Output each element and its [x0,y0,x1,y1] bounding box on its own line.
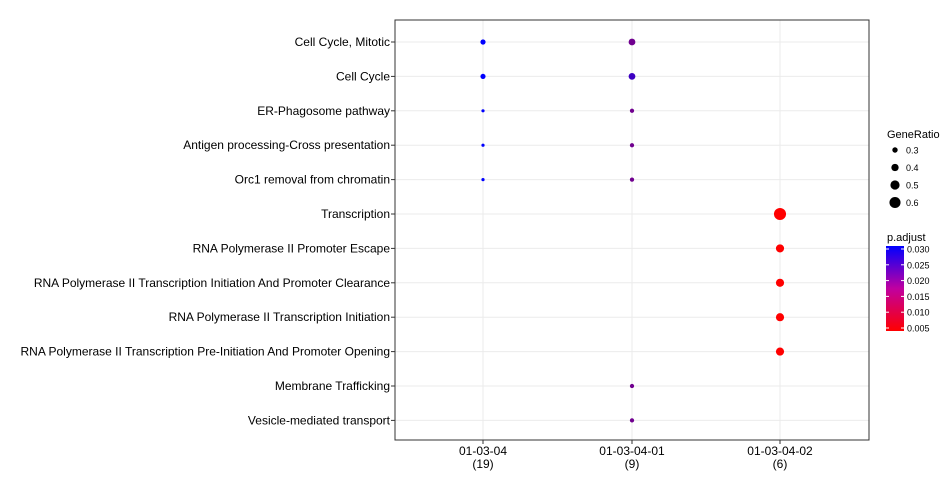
data-point [629,177,635,182]
color-legend-label: 0.030 [907,245,930,255]
size-legend-dot [891,163,899,172]
size-legend-dot [892,147,898,153]
data-point [629,108,635,113]
data-point [629,143,635,148]
x-tick-count: (19) [472,457,493,471]
data-point [480,73,486,79]
color-legend-label: 0.015 [907,292,930,302]
size-legend-title: GeneRatio [887,129,940,141]
data-point [775,313,785,322]
size-legend-dot [890,180,900,190]
color-legend-bar [886,246,904,331]
y-tick-label: Vesicle-mediated transport [248,413,391,427]
x-tick-count: (6) [773,457,788,471]
y-tick-label: RNA Polymerase II Promoter Escape [193,241,391,255]
color-legend-title: p.adjust [887,232,926,244]
color-legend-label: 0.020 [907,276,930,286]
data-point [628,38,636,46]
y-tick-label: RNA Polymerase II Transcription Pre-Init… [20,345,390,359]
y-tick-label: Membrane Trafficking [275,379,390,393]
data-point [481,109,485,113]
data-point [480,39,486,45]
data-point [629,418,635,423]
data-point [773,207,787,221]
y-tick-label: Antigen processing-Cross presentation [183,138,390,152]
x-tick-label: 01-03-04 [459,444,507,458]
x-tick-label: 01-03-04-01 [599,444,665,458]
size-legend-dot [889,196,901,209]
size-legend-label: 0.4 [906,163,919,173]
y-tick-label: ER-Phagosome pathway [257,104,390,118]
y-tick-label: Orc1 removal from chromatin [235,173,390,187]
data-point [775,244,785,253]
data-point [775,347,785,356]
y-tick-label: Cell Cycle [336,69,390,83]
data-point [481,178,485,182]
color-legend-label: 0.010 [907,308,930,318]
y-tick-label: Cell Cycle, Mitotic [295,35,390,49]
data-point [775,278,785,287]
color-legend-label: 0.025 [907,260,930,270]
color-legend-label: 0.005 [907,324,930,334]
data-point [481,143,485,147]
data-point [628,73,636,80]
y-tick-label: RNA Polymerase II Transcription Initiati… [169,310,390,324]
data-point [629,383,635,389]
x-tick-label: 01-03-04-02 [747,444,813,458]
x-tick-count: (9) [625,457,640,471]
y-tick-label: Transcription [321,207,390,221]
size-legend-label: 0.3 [906,146,919,156]
size-legend-label: 0.5 [906,181,919,191]
size-legend-label: 0.6 [906,198,919,208]
y-tick-label: RNA Polymerase II Transcription Initiati… [34,276,390,290]
